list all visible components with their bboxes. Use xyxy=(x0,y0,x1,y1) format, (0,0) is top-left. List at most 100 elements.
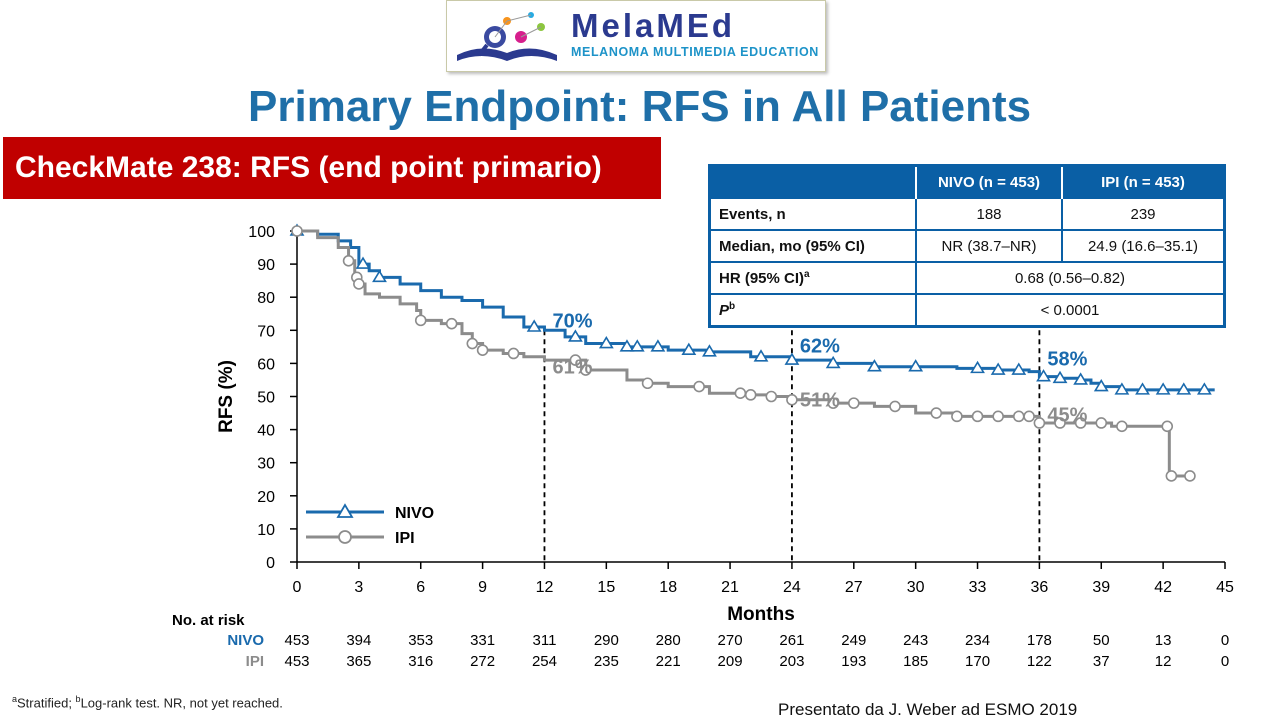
x-tick-label: 39 xyxy=(1092,579,1110,596)
censor-marker-ipi xyxy=(291,225,303,237)
y-tick-label: 90 xyxy=(257,257,275,274)
censor-marker-ipi xyxy=(734,387,747,399)
censor-marker-ipi xyxy=(827,397,839,409)
annotation-ipi: 61% xyxy=(552,356,592,378)
cell-hr: 0.68 (0.56–0.82) xyxy=(915,261,1225,294)
censor-marker-nivo xyxy=(567,329,583,342)
risk-table-cell: 203 xyxy=(779,653,804,670)
logo-title: MelaMEd xyxy=(571,7,736,44)
censor-marker-nivo xyxy=(1011,362,1027,375)
legend-marker-ipi xyxy=(338,530,352,544)
risk-table-cell: 453 xyxy=(284,653,309,670)
censor-marker-ipi xyxy=(1074,417,1087,429)
row-label-median: Median, mo (95% CI) xyxy=(709,229,916,262)
censor-marker-ipi xyxy=(744,389,757,401)
logo: MelaMEd MELANOMA MULTIMEDIA EDUCATION xyxy=(446,0,826,72)
censor-marker-nivo xyxy=(681,342,697,355)
censor-marker-nivo xyxy=(598,335,614,349)
annotation-ipi: 51% xyxy=(800,389,840,411)
x-tick-label: 24 xyxy=(783,579,801,596)
censor-marker-ipi xyxy=(1161,420,1174,433)
censor-marker-ipi xyxy=(971,410,984,423)
risk-table-cell: 234 xyxy=(965,632,990,649)
censor-marker-ipi xyxy=(786,394,798,406)
risk-table-cell: 331 xyxy=(470,632,495,649)
censor-marker-nivo xyxy=(355,256,371,269)
cell-median-nivo: NR (38.7–NR) xyxy=(915,229,1062,262)
censor-marker-ipi xyxy=(1165,470,1178,482)
table-row: HR (95% CI)a 0.68 (0.56–0.82) xyxy=(709,261,1225,294)
risk-table-cell: 394 xyxy=(346,632,371,649)
risk-table-cell: 316 xyxy=(408,653,433,670)
annotation-nivo: 70% xyxy=(552,310,592,332)
cell-p: < 0.0001 xyxy=(915,293,1225,327)
x-tick-label: 15 xyxy=(597,579,615,596)
annotation-ipi: 45% xyxy=(1047,404,1087,426)
censor-marker-ipi xyxy=(507,347,520,360)
x-tick-label: 3 xyxy=(354,579,363,596)
censor-marker-nivo xyxy=(867,359,882,372)
censor-marker-ipi xyxy=(765,390,778,403)
risk-table-cell: 453 xyxy=(284,632,309,649)
censor-marker-nivo xyxy=(970,360,985,374)
censor-marker-ipi xyxy=(1054,417,1066,429)
legend-label-nivo: NIVO xyxy=(395,505,434,522)
y-axis-label: RFS (%) xyxy=(216,360,237,433)
risk-table-cell: 243 xyxy=(903,632,928,649)
x-axis-label: Months xyxy=(727,604,795,625)
y-tick-label: 40 xyxy=(257,423,275,440)
logo-icon xyxy=(457,12,557,61)
risk-table-cell: 270 xyxy=(718,632,743,649)
x-tick-label: 12 xyxy=(536,579,554,596)
censor-marker-ipi xyxy=(1033,417,1046,429)
risk-table-cell: 365 xyxy=(346,653,371,670)
risk-table-cell: 221 xyxy=(656,653,681,670)
censor-marker-nivo xyxy=(753,349,769,362)
risk-table-cell: 249 xyxy=(841,632,866,649)
y-tick-label: 20 xyxy=(257,489,275,506)
risk-table-cell: 185 xyxy=(903,653,928,670)
row-label-hr: HR (95% CI)a xyxy=(709,261,916,294)
censor-marker-ipi xyxy=(992,410,1004,423)
legend-marker-nivo xyxy=(336,503,354,518)
censor-marker-ipi xyxy=(847,397,860,409)
footnote: aStratified; bLog-rank test. NR, not yet… xyxy=(12,694,283,711)
y-tick-label: 80 xyxy=(257,290,275,307)
censor-marker-nivo xyxy=(1155,382,1171,395)
table-header-empty xyxy=(709,165,916,198)
risk-table-cell: 209 xyxy=(718,653,743,670)
risk-table-cell: 193 xyxy=(841,653,866,670)
risk-table-cell: 235 xyxy=(594,653,619,670)
y-tick-label: 60 xyxy=(257,356,275,373)
risk-table-cell: 0 xyxy=(1221,653,1229,670)
table-header-nivo: NIVO (n = 453) xyxy=(915,165,1062,198)
risk-row-label: IPI xyxy=(246,653,264,670)
x-tick-label: 6 xyxy=(416,579,425,596)
censor-marker-ipi xyxy=(1095,417,1108,429)
source-note: Presentato da J. Weber ad ESMO 2019 xyxy=(778,700,1078,719)
x-tick-label: 33 xyxy=(969,579,987,596)
x-tick-label: 45 xyxy=(1216,579,1234,596)
censor-marker-nivo xyxy=(629,339,645,352)
censor-marker-ipi xyxy=(445,317,458,330)
risk-table-cell: 311 xyxy=(533,632,557,649)
censor-marker-nivo xyxy=(908,359,924,372)
x-tick-label: 36 xyxy=(1031,579,1049,596)
page-title: Primary Endpoint: RFS in All Patients xyxy=(248,82,1032,131)
censor-marker-nivo xyxy=(825,355,841,369)
censor-marker-ipi xyxy=(353,278,365,290)
censor-marker-ipi xyxy=(1023,410,1035,423)
y-tick-label: 10 xyxy=(257,522,275,539)
risk-table-title: No. at risk xyxy=(172,612,245,629)
risk-table-cell: 50 xyxy=(1093,632,1110,649)
study-banner: CheckMate 238: RFS (end point primario) xyxy=(3,137,661,199)
censor-marker-nivo xyxy=(650,339,666,352)
censor-marker-ipi xyxy=(693,380,705,393)
censor-marker-ipi xyxy=(579,364,592,376)
censor-marker-ipi xyxy=(1184,470,1196,482)
risk-table-cell: 280 xyxy=(656,632,681,649)
annotation-nivo: 58% xyxy=(1047,348,1087,370)
risk-table-cell: 254 xyxy=(532,653,557,670)
cell-events-ipi: 239 xyxy=(1061,197,1225,230)
